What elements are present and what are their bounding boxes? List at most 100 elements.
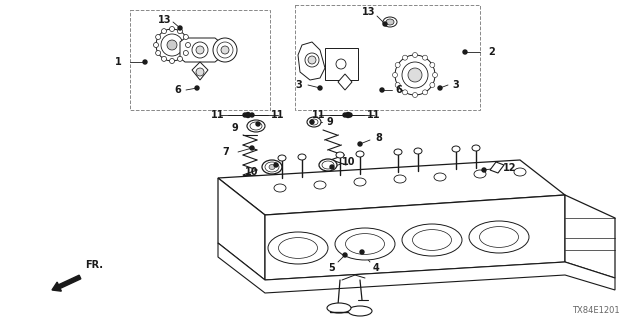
Ellipse shape xyxy=(434,173,446,181)
Circle shape xyxy=(482,168,486,172)
Ellipse shape xyxy=(433,73,438,77)
Text: 9: 9 xyxy=(326,117,333,127)
Circle shape xyxy=(318,86,322,90)
Circle shape xyxy=(256,122,260,126)
Circle shape xyxy=(358,142,362,146)
Ellipse shape xyxy=(469,221,529,253)
Circle shape xyxy=(463,50,467,54)
Text: 3: 3 xyxy=(452,80,460,90)
Ellipse shape xyxy=(177,29,182,34)
Text: 11: 11 xyxy=(312,110,326,120)
Polygon shape xyxy=(218,243,615,293)
Ellipse shape xyxy=(177,56,182,61)
Polygon shape xyxy=(192,62,208,80)
Ellipse shape xyxy=(192,42,208,58)
Ellipse shape xyxy=(186,43,191,47)
Text: 10: 10 xyxy=(342,157,356,167)
Text: 8: 8 xyxy=(376,133,383,143)
Text: 11: 11 xyxy=(211,110,225,120)
Bar xyxy=(295,5,480,110)
Circle shape xyxy=(360,250,364,254)
Ellipse shape xyxy=(354,178,366,186)
Ellipse shape xyxy=(170,27,175,31)
Text: 5: 5 xyxy=(328,263,335,273)
Ellipse shape xyxy=(383,17,397,27)
Text: 12: 12 xyxy=(503,163,516,173)
Text: 2: 2 xyxy=(488,47,495,57)
Text: 11: 11 xyxy=(271,110,285,120)
Ellipse shape xyxy=(422,55,428,60)
Circle shape xyxy=(343,113,347,117)
Ellipse shape xyxy=(213,38,237,62)
Ellipse shape xyxy=(356,151,364,157)
Ellipse shape xyxy=(479,227,518,247)
Ellipse shape xyxy=(386,19,394,25)
Ellipse shape xyxy=(268,232,328,264)
Text: 3: 3 xyxy=(296,80,302,90)
Ellipse shape xyxy=(422,90,428,95)
Ellipse shape xyxy=(408,68,422,82)
Text: 11: 11 xyxy=(367,110,381,120)
Ellipse shape xyxy=(472,145,480,151)
Ellipse shape xyxy=(413,230,451,251)
Ellipse shape xyxy=(335,228,395,260)
FancyArrow shape xyxy=(52,275,81,291)
Ellipse shape xyxy=(161,56,166,61)
Circle shape xyxy=(346,113,351,117)
Text: 6: 6 xyxy=(396,85,403,95)
Bar xyxy=(130,10,270,110)
Ellipse shape xyxy=(278,237,317,259)
Ellipse shape xyxy=(327,303,351,313)
Polygon shape xyxy=(218,160,565,215)
Ellipse shape xyxy=(336,152,344,158)
Ellipse shape xyxy=(298,154,306,160)
Ellipse shape xyxy=(156,29,188,61)
Ellipse shape xyxy=(154,43,159,47)
Ellipse shape xyxy=(183,51,188,55)
Circle shape xyxy=(143,60,147,64)
Ellipse shape xyxy=(392,73,397,77)
Ellipse shape xyxy=(269,164,275,170)
Ellipse shape xyxy=(394,149,402,155)
Ellipse shape xyxy=(196,68,204,76)
Polygon shape xyxy=(218,178,265,280)
Text: FR.: FR. xyxy=(85,260,103,270)
Text: 6: 6 xyxy=(175,85,181,95)
Text: TX84E1201: TX84E1201 xyxy=(572,306,620,315)
Circle shape xyxy=(243,113,247,117)
Ellipse shape xyxy=(403,90,408,95)
Polygon shape xyxy=(490,162,504,173)
Circle shape xyxy=(348,113,352,117)
Ellipse shape xyxy=(394,175,406,183)
Ellipse shape xyxy=(156,35,161,39)
Circle shape xyxy=(438,86,442,90)
Text: 10: 10 xyxy=(245,167,259,177)
Ellipse shape xyxy=(395,62,400,68)
Circle shape xyxy=(274,163,278,167)
Text: 4: 4 xyxy=(372,263,380,273)
Ellipse shape xyxy=(402,224,462,256)
Ellipse shape xyxy=(314,181,326,189)
Ellipse shape xyxy=(402,62,428,88)
Ellipse shape xyxy=(167,40,177,50)
Ellipse shape xyxy=(196,46,204,54)
Text: 13: 13 xyxy=(158,15,172,25)
Ellipse shape xyxy=(247,120,265,132)
Polygon shape xyxy=(180,38,220,62)
Polygon shape xyxy=(265,195,565,280)
Polygon shape xyxy=(325,48,358,80)
Text: 1: 1 xyxy=(115,57,122,67)
Ellipse shape xyxy=(307,117,321,127)
Ellipse shape xyxy=(217,42,233,58)
Circle shape xyxy=(195,86,199,90)
Text: 13: 13 xyxy=(362,7,376,17)
Ellipse shape xyxy=(474,170,486,178)
Ellipse shape xyxy=(274,184,286,192)
Ellipse shape xyxy=(395,55,435,95)
Circle shape xyxy=(310,120,314,124)
Ellipse shape xyxy=(414,148,422,154)
Ellipse shape xyxy=(348,306,372,316)
Circle shape xyxy=(178,26,182,30)
Polygon shape xyxy=(338,74,352,90)
Polygon shape xyxy=(298,42,325,80)
